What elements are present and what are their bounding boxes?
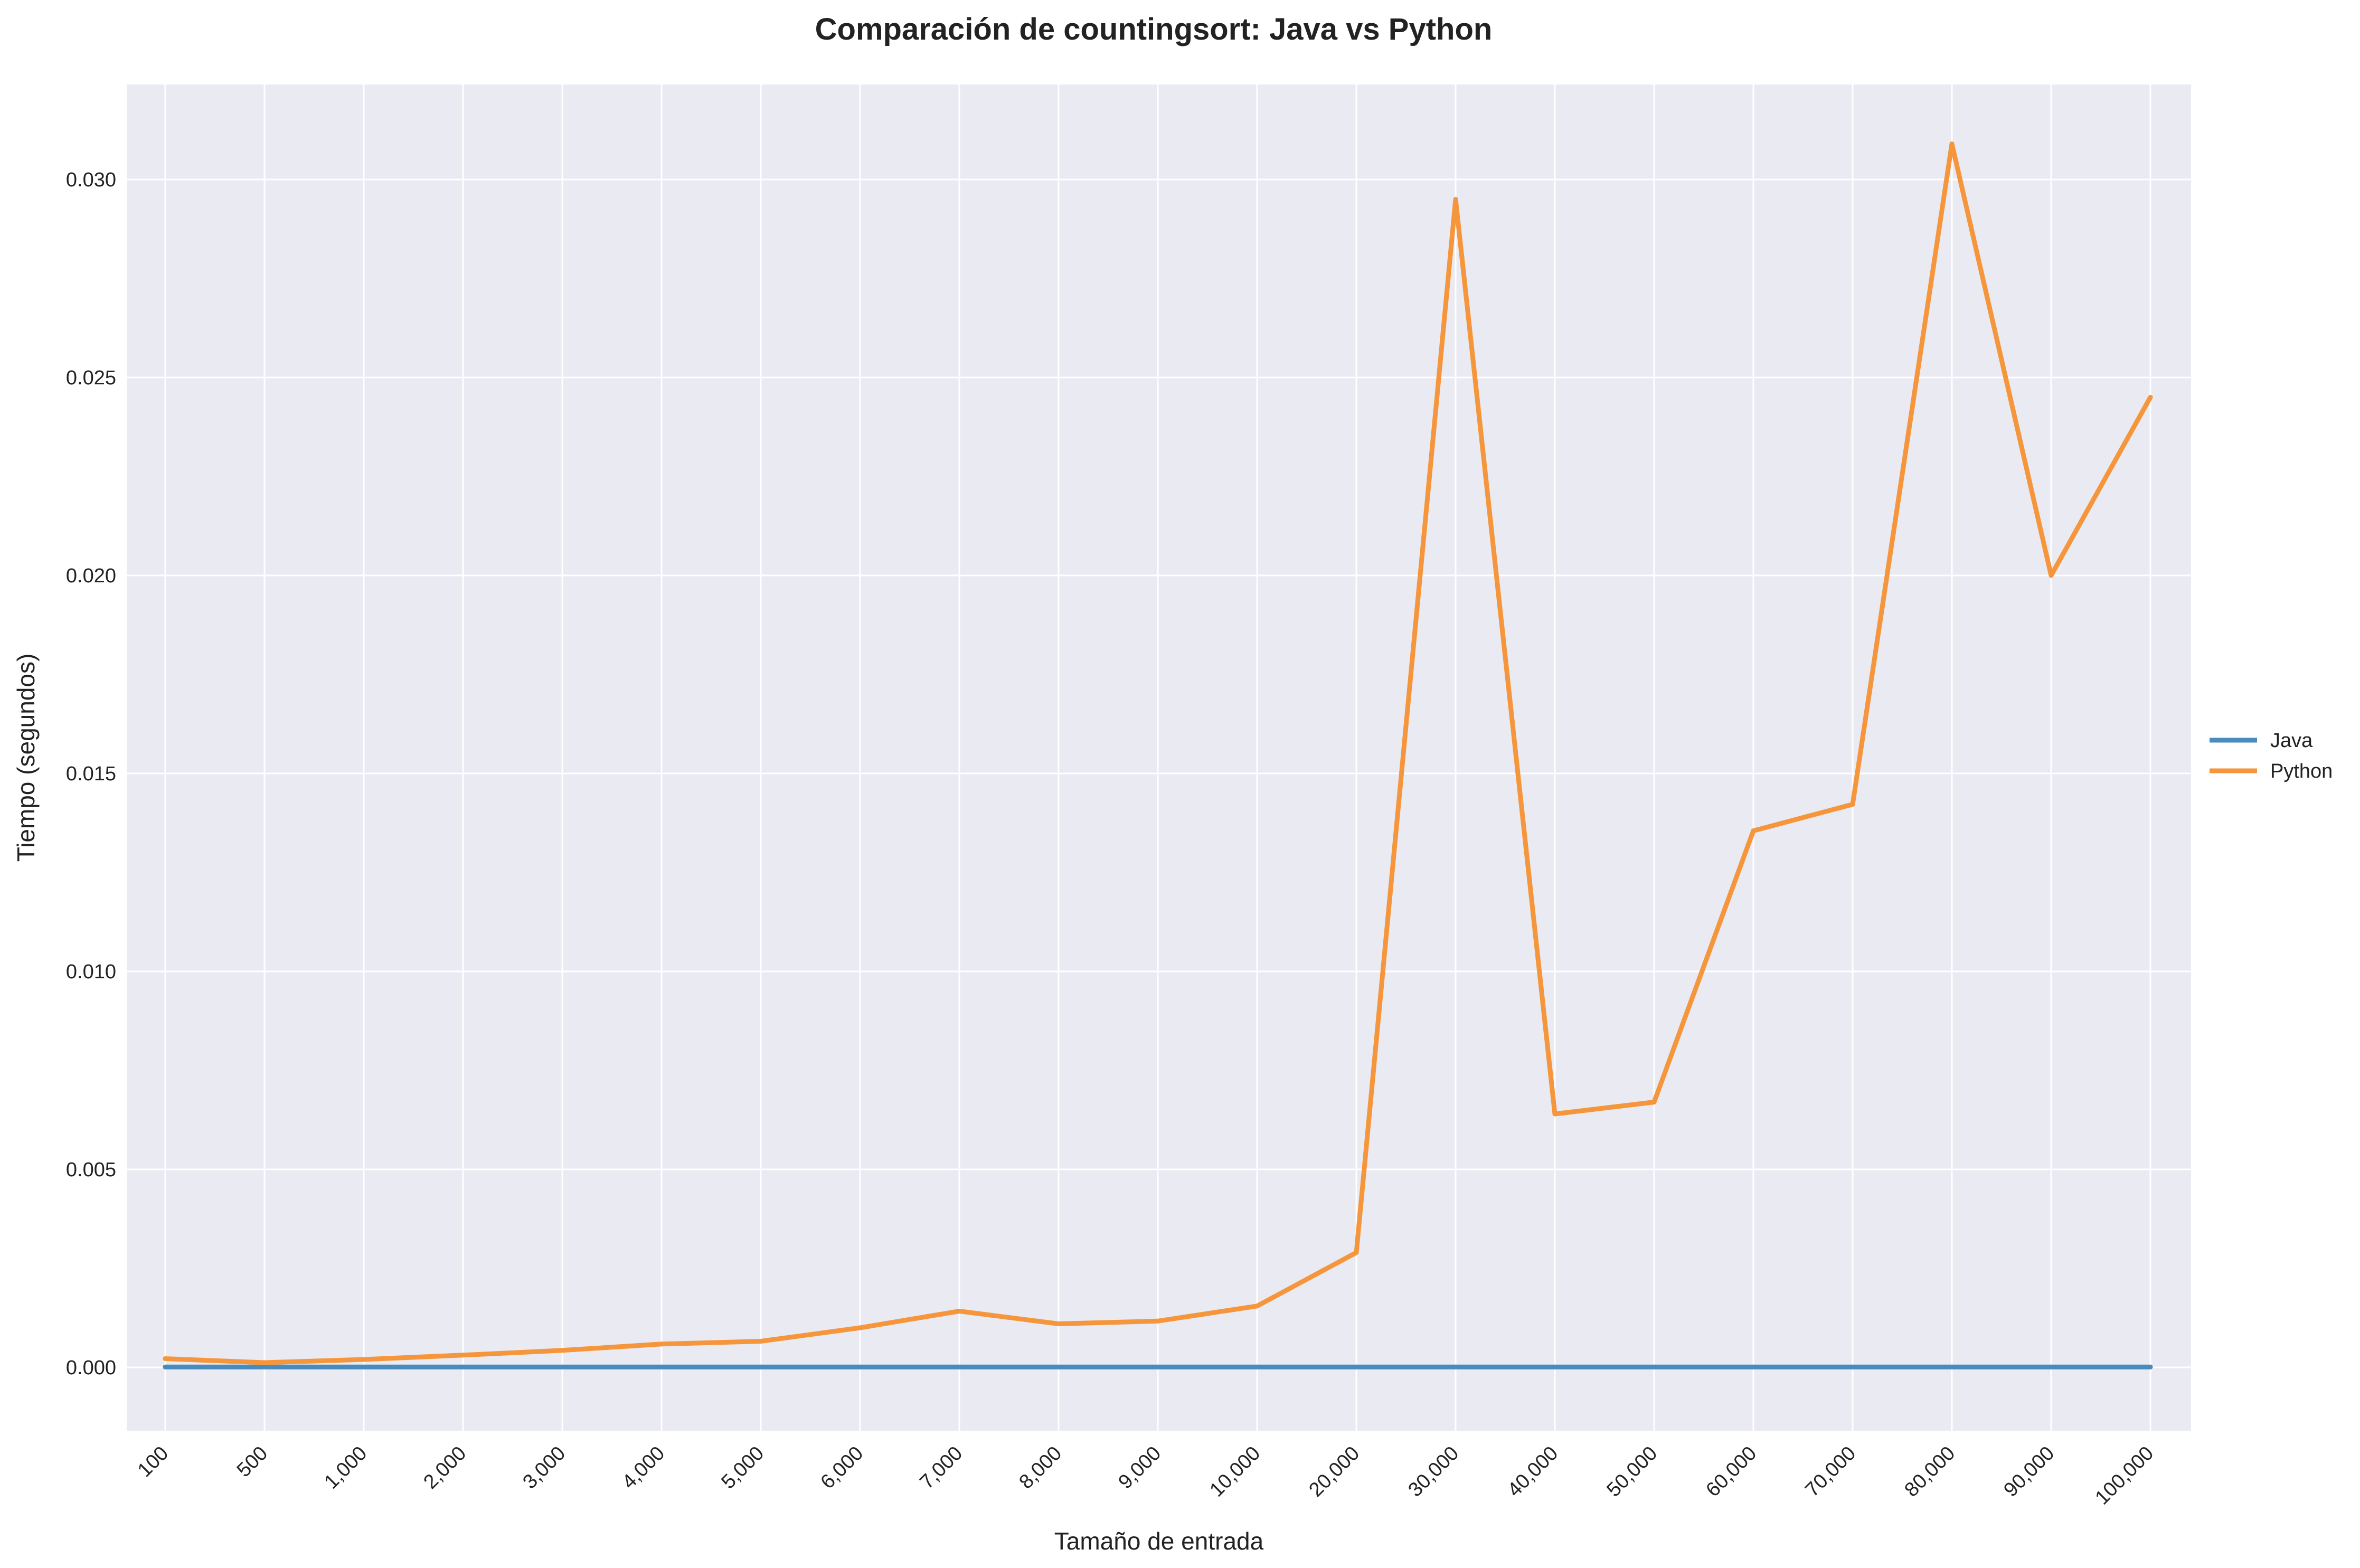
x-tick-label: 60,000 (1702, 1442, 1761, 1501)
data-point-python (1056, 1321, 1061, 1326)
data-point-java (361, 1364, 366, 1369)
data-point-java (2148, 1364, 2153, 1369)
data-point-java (857, 1364, 863, 1369)
data-point-java (560, 1364, 565, 1369)
data-point-java (262, 1364, 267, 1369)
x-tick-label: 80,000 (1900, 1442, 1959, 1501)
data-point-python (659, 1342, 664, 1347)
y-tick-labels: 0.000 0.005 0.010 0.015 0.020 0.025 0.030 (66, 169, 116, 1379)
data-point-java (1354, 1364, 1359, 1369)
chart-title: Comparación de countingsort: Java vs Pyt… (815, 12, 1493, 46)
plot-area (127, 84, 2191, 1431)
data-point-java (1453, 1364, 1458, 1369)
legend-label-java: Java (2270, 730, 2313, 752)
y-tick-label: 0.010 (66, 961, 116, 983)
y-axis-label: Tiempo (segundos) (12, 654, 40, 862)
y-tick-label: 0.000 (66, 1357, 116, 1379)
data-point-java (1552, 1364, 1557, 1369)
data-point-java (659, 1364, 664, 1369)
data-point-java (1056, 1364, 1061, 1369)
data-point-python (1850, 802, 1855, 807)
x-tick-label: 5,000 (717, 1442, 768, 1494)
x-tick-labels: 100 500 1,000 2,000 3,000 4,000 5,000 6,000 7,00… (134, 1442, 2158, 1509)
data-point-java (1850, 1364, 1855, 1369)
data-point-java (957, 1364, 962, 1369)
x-tick-label: 70,000 (1801, 1442, 1860, 1501)
data-point-java (1254, 1364, 1260, 1369)
data-point-python (957, 1309, 962, 1314)
x-tick-label: 100,000 (2091, 1442, 2158, 1509)
data-point-java (460, 1364, 466, 1369)
data-point-python (1751, 828, 1756, 834)
x-tick-label: 40,000 (1503, 1442, 1562, 1501)
x-tick-label: 8,000 (1015, 1442, 1066, 1494)
data-point-java (1751, 1364, 1756, 1369)
data-point-python (1155, 1318, 1160, 1324)
data-point-java (758, 1364, 763, 1369)
x-tick-label: 2,000 (419, 1442, 470, 1494)
data-point-python (1949, 141, 1955, 146)
data-point-java (2049, 1364, 2054, 1369)
data-point-python (857, 1325, 863, 1330)
data-point-java (1651, 1364, 1657, 1369)
legend-label-python: Python (2270, 760, 2333, 782)
series-lines (163, 141, 2153, 1369)
x-tick-label: 100 (134, 1442, 173, 1482)
x-tick-label: 6,000 (816, 1442, 867, 1494)
x-tick-label: 4,000 (618, 1442, 669, 1494)
x-axis-label: Tamaño de entrada (1054, 1527, 1264, 1555)
data-point-python (2148, 395, 2153, 400)
x-tick-label: 90,000 (1999, 1442, 2059, 1501)
x-tick-label: 500 (233, 1442, 272, 1482)
y-tick-label: 0.030 (66, 169, 116, 191)
data-point-python (1552, 1111, 1557, 1117)
data-point-python (262, 1360, 267, 1365)
data-point-python (163, 1356, 168, 1361)
data-point-java (1949, 1364, 1955, 1369)
y-tick-label: 0.020 (66, 565, 116, 587)
x-tick-label: 7,000 (915, 1442, 967, 1494)
x-tick-label: 50,000 (1602, 1442, 1662, 1501)
data-point-python (460, 1353, 466, 1358)
data-point-java (1155, 1364, 1160, 1369)
data-point-python (758, 1339, 763, 1344)
data-point-python (560, 1348, 565, 1353)
x-tick-label: 3,000 (518, 1442, 570, 1494)
grid-lines (127, 84, 2191, 1431)
y-tick-label: 0.025 (66, 367, 116, 389)
x-tick-label: 10,000 (1205, 1442, 1264, 1501)
x-tick-label: 30,000 (1404, 1442, 1463, 1501)
x-tick-label: 9,000 (1114, 1442, 1165, 1494)
data-point-java (163, 1364, 168, 1369)
x-tick-label: 20,000 (1305, 1442, 1364, 1501)
legend: Java Python (2210, 730, 2333, 782)
y-tick-label: 0.005 (66, 1159, 116, 1181)
y-tick-label: 0.015 (66, 763, 116, 785)
data-point-python (1453, 197, 1458, 202)
x-tick-label: 1,000 (320, 1442, 371, 1494)
data-point-python (361, 1357, 366, 1362)
data-point-python (1354, 1250, 1359, 1255)
data-point-python (2049, 573, 2054, 578)
data-point-python (1651, 1100, 1657, 1104)
data-point-python (1254, 1303, 1260, 1309)
